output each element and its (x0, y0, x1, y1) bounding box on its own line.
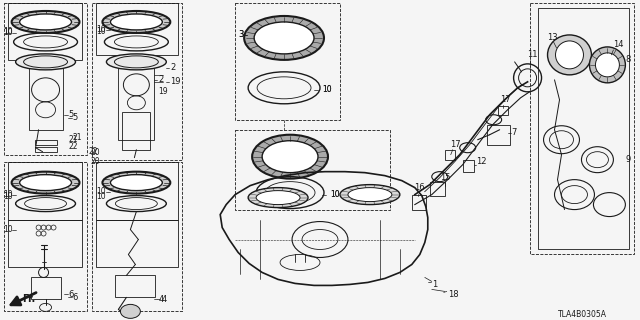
Text: 5: 5 (68, 110, 74, 119)
Text: 17: 17 (500, 95, 510, 104)
Text: 10: 10 (97, 187, 106, 196)
Bar (4, 3, 88, 155)
Bar (35, 147, 56, 152)
Text: 20: 20 (90, 157, 100, 166)
Text: 10: 10 (97, 28, 106, 36)
Text: 10: 10 (97, 25, 106, 35)
Ellipse shape (244, 16, 324, 60)
Bar (118, 62, 154, 140)
Text: 10: 10 (330, 190, 340, 199)
Bar (8, 3, 83, 60)
Text: 14: 14 (613, 40, 624, 49)
Ellipse shape (548, 35, 591, 75)
Text: 22: 22 (88, 147, 98, 156)
Text: 10: 10 (4, 28, 13, 37)
Bar (445, 150, 455, 160)
Bar (412, 195, 426, 210)
Text: 4: 4 (161, 295, 166, 304)
Text: 21: 21 (68, 135, 78, 144)
Text: 16: 16 (414, 183, 424, 192)
Bar (31, 277, 61, 300)
Ellipse shape (254, 22, 314, 54)
Bar (115, 276, 156, 297)
Ellipse shape (256, 191, 300, 204)
Bar (36, 56, 56, 68)
Bar (8, 162, 83, 220)
Text: 13: 13 (548, 33, 558, 43)
Bar (235, 130, 390, 210)
Text: 10: 10 (330, 190, 340, 199)
Text: 1: 1 (432, 280, 437, 289)
Ellipse shape (340, 185, 400, 204)
Ellipse shape (12, 172, 79, 194)
Text: 10: 10 (322, 85, 332, 94)
Text: 6: 6 (72, 293, 78, 302)
Bar (97, 220, 179, 268)
Text: 22: 22 (68, 142, 78, 151)
Text: 10: 10 (4, 192, 13, 201)
Bar (538, 8, 629, 250)
Text: 8: 8 (625, 55, 631, 64)
Bar (97, 162, 179, 220)
Text: 3: 3 (238, 30, 244, 39)
Text: 21: 21 (72, 133, 82, 142)
Ellipse shape (20, 14, 72, 30)
Text: 6: 6 (68, 290, 74, 299)
Bar (92, 3, 182, 160)
Bar (235, 3, 340, 120)
Text: 7: 7 (511, 128, 517, 137)
Text: 10: 10 (322, 85, 332, 94)
Ellipse shape (589, 47, 625, 83)
Text: 15: 15 (440, 173, 451, 182)
Ellipse shape (15, 54, 76, 70)
Text: 2: 2 (170, 63, 175, 72)
Ellipse shape (248, 188, 308, 208)
Text: 20: 20 (90, 148, 100, 157)
Bar (463, 160, 474, 172)
Text: 17: 17 (450, 140, 460, 149)
Ellipse shape (556, 41, 584, 69)
Text: 12: 12 (476, 157, 486, 166)
Bar (29, 68, 63, 130)
Ellipse shape (120, 304, 140, 318)
Text: 19: 19 (158, 87, 168, 96)
Bar (97, 3, 179, 55)
Text: 19: 19 (170, 77, 181, 86)
Bar (529, 3, 634, 254)
Ellipse shape (106, 54, 166, 70)
Text: 10: 10 (4, 190, 13, 199)
Text: 10: 10 (4, 225, 13, 234)
Text: 10: 10 (97, 192, 106, 201)
Text: 18: 18 (448, 290, 458, 299)
Bar (430, 182, 445, 196)
Text: 10: 10 (4, 28, 13, 36)
Ellipse shape (102, 11, 170, 33)
Text: 3: 3 (238, 30, 244, 39)
Bar (122, 112, 150, 150)
Text: 2: 2 (158, 75, 164, 84)
Text: 5: 5 (72, 113, 77, 122)
Bar (35, 140, 56, 145)
Bar (4, 162, 88, 311)
Ellipse shape (595, 53, 620, 77)
Ellipse shape (348, 188, 392, 202)
Bar (92, 162, 182, 311)
Text: TLA4B0305A: TLA4B0305A (557, 310, 607, 319)
Bar (486, 125, 509, 145)
Ellipse shape (252, 135, 328, 179)
Ellipse shape (20, 175, 72, 191)
Ellipse shape (102, 172, 170, 194)
Text: Fr.: Fr. (22, 294, 36, 304)
Ellipse shape (111, 14, 163, 30)
Ellipse shape (12, 11, 79, 33)
Bar (498, 106, 508, 115)
Ellipse shape (111, 175, 163, 191)
Text: 4: 4 (158, 295, 164, 304)
Bar (8, 220, 83, 268)
Ellipse shape (262, 141, 318, 173)
Text: 9: 9 (625, 155, 630, 164)
Text: 11: 11 (527, 50, 538, 60)
